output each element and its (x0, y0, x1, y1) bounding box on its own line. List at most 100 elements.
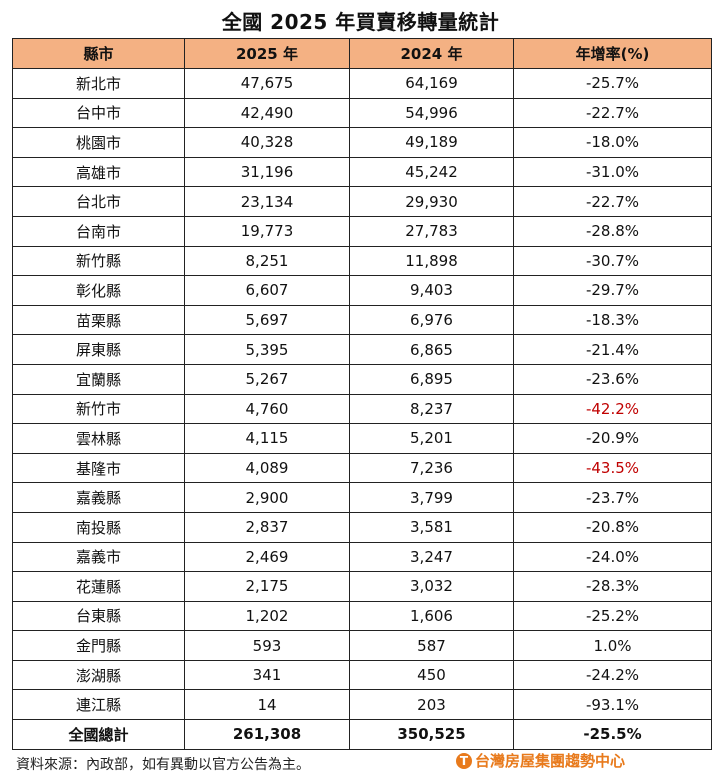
city-cell: 雲林縣 (12, 423, 185, 454)
city-cell: 新竹市 (12, 393, 185, 425)
table-row: 桃園市 40,328 49,189 -18.0% (12, 127, 712, 158)
growth-rate-cell: -42.2% (513, 393, 712, 425)
city-cell: 南投縣 (12, 511, 185, 543)
value-2025-cell: 8,251 (184, 245, 350, 277)
value-2024-cell: 5,201 (349, 423, 514, 454)
logo-text: 台灣房屋集團趨勢中心 (475, 752, 626, 770)
value-2025-cell: 31,196 (184, 156, 350, 188)
value-2025-cell: 6,607 (184, 275, 350, 306)
table-row: 新竹市 4,760 8,237 -42.2% (12, 393, 712, 425)
table-header-row: 縣市 2025 年 2024 年 年增率(%) (12, 38, 712, 69)
value-2024-cell: 11,898 (349, 245, 514, 277)
value-2024-cell: 3,032 (349, 571, 514, 602)
growth-rate-cell: -28.8% (513, 215, 712, 247)
value-2025-cell: 4,115 (184, 423, 350, 454)
table-row: 高雄市 31,196 45,242 -31.0% (12, 156, 712, 188)
value-2024-cell: 8,237 (349, 393, 514, 425)
value-2024-cell: 6,976 (349, 304, 514, 336)
value-2024-cell: 45,242 (349, 156, 514, 188)
table-row: 台北市 23,134 29,930 -22.7% (12, 186, 712, 217)
value-2024-cell: 203 (349, 689, 514, 721)
table-row: 彰化縣 6,607 9,403 -29.7% (12, 275, 712, 306)
value-2025-cell: 23,134 (184, 186, 350, 217)
city-cell: 澎湖縣 (12, 659, 185, 691)
header-growth-rate: 年增率(%) (513, 38, 712, 69)
table-row: 連江縣 14 203 -93.1% (12, 689, 712, 721)
value-2024-cell: 350,525 (349, 719, 514, 750)
city-cell: 桃園市 (12, 127, 185, 158)
value-2024-cell: 6,865 (349, 334, 514, 365)
city-cell: 嘉義市 (12, 541, 185, 573)
table-row: 嘉義縣 2,900 3,799 -23.7% (12, 482, 712, 513)
value-2025-cell: 19,773 (184, 215, 350, 247)
value-2025-cell: 2,469 (184, 541, 350, 573)
growth-rate-cell: -23.6% (513, 363, 712, 395)
value-2025-cell: 341 (184, 659, 350, 691)
city-cell: 宜蘭縣 (12, 363, 185, 395)
value-2025-cell: 2,900 (184, 482, 350, 513)
growth-rate-cell: -31.0% (513, 156, 712, 188)
value-2024-cell: 7,236 (349, 452, 514, 484)
growth-rate-cell: -22.7% (513, 97, 712, 129)
table-row: 嘉義市 2,469 3,247 -24.0% (12, 541, 712, 573)
header-city: 縣市 (12, 38, 185, 69)
table-row: 屏東縣 5,395 6,865 -21.4% (12, 334, 712, 365)
value-2024-cell: 27,783 (349, 215, 514, 247)
city-cell: 彰化縣 (12, 275, 185, 306)
value-2024-cell: 3,247 (349, 541, 514, 573)
city-cell: 苗栗縣 (12, 304, 185, 336)
city-cell: 屏東縣 (12, 334, 185, 365)
table-row: 雲林縣 4,115 5,201 -20.9% (12, 423, 712, 454)
value-2025-cell: 5,395 (184, 334, 350, 365)
value-2025-cell: 5,697 (184, 304, 350, 336)
city-cell: 基隆市 (12, 452, 185, 484)
brand-logo: T 台灣房屋集團趨勢中心 (456, 750, 625, 771)
city-cell: 新竹縣 (12, 245, 185, 277)
value-2024-cell: 54,996 (349, 97, 514, 129)
value-2024-cell: 1,606 (349, 600, 514, 632)
value-2025-cell: 40,328 (184, 127, 350, 158)
value-2024-cell: 450 (349, 659, 514, 691)
table-row: 台中市 42,490 54,996 -22.7% (12, 97, 712, 129)
city-cell: 連江縣 (12, 689, 185, 721)
page-title: 全國 2025 年買賣移轉量統計 (221, 10, 500, 34)
growth-rate-cell: -25.7% (513, 68, 712, 99)
table-row: 澎湖縣 341 450 -24.2% (12, 659, 712, 691)
table-row: 花蓮縣 2,175 3,032 -28.3% (12, 571, 712, 602)
growth-rate-cell: -93.1% (513, 689, 712, 721)
value-2025-cell: 5,267 (184, 363, 350, 395)
transfer-stats-table: 縣市 2025 年 2024 年 年增率(%) 新北市 47,675 64,169-… (12, 38, 712, 750)
city-cell: 台南市 (12, 215, 185, 247)
table-row: 新北市 47,675 64,169 -25.7% (12, 68, 712, 99)
value-2024-cell: 3,799 (349, 482, 514, 513)
city-cell: 台北市 (12, 186, 185, 217)
growth-rate-cell: -18.0% (513, 127, 712, 158)
value-2024-cell: 587 (349, 630, 514, 661)
table-row: 南投縣 2,837 3,581 -20.8% (12, 511, 712, 543)
value-2025-cell: 4,760 (184, 393, 350, 425)
header-2024: 2024 年 (349, 38, 514, 69)
value-2025-cell: 1,202 (184, 600, 350, 632)
growth-rate-cell: -22.7% (513, 186, 712, 217)
value-2024-cell: 64,169 (349, 68, 514, 99)
value-2024-cell: 29,930 (349, 186, 514, 217)
growth-rate-cell: -21.4% (513, 334, 712, 365)
city-cell: 台中市 (12, 97, 185, 129)
value-2025-cell: 42,490 (184, 97, 350, 129)
value-2024-cell: 6,895 (349, 363, 514, 395)
city-cell: 高雄市 (12, 156, 185, 188)
growth-rate-cell: -20.9% (513, 423, 712, 454)
growth-rate-cell: -30.7% (513, 245, 712, 277)
value-2025-cell: 4,089 (184, 452, 350, 484)
city-cell: 新北市 (12, 68, 185, 99)
growth-rate-cell: -28.3% (513, 571, 712, 602)
table-row: 苗栗縣 5,697 6,976 -18.3% (12, 304, 712, 336)
growth-rate-cell: -24.2% (513, 659, 712, 691)
table-row: 台南市 19,773 27,783 -28.8% (12, 215, 712, 247)
growth-rate-cell: -29.7% (513, 275, 712, 306)
value-2025-cell: 593 (184, 630, 350, 661)
value-2025-cell: 47,675 (184, 68, 350, 99)
table-row: 金門縣 593 587 1.0% (12, 630, 712, 661)
growth-rate-cell: -25.2% (513, 600, 712, 632)
growth-rate-cell: -43.5% (513, 452, 712, 484)
